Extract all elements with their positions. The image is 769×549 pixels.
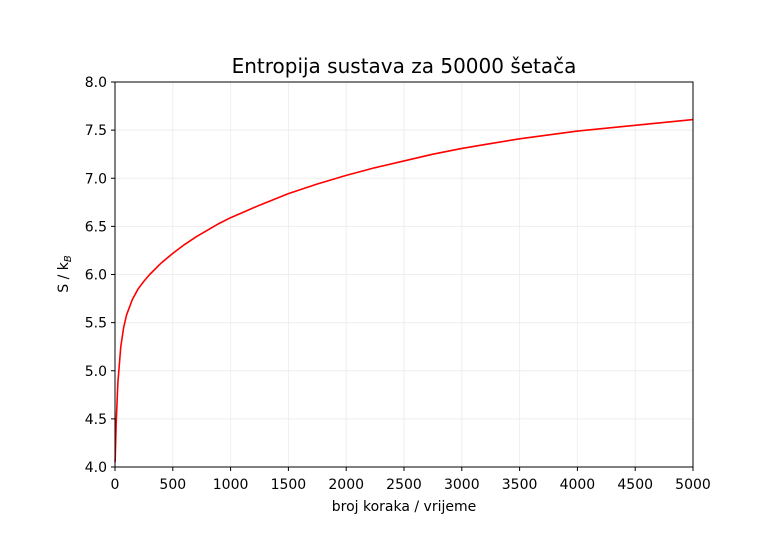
chart-title: Entropija sustava za 50000 šetača (232, 54, 577, 78)
ticks-group: 0 500 1000 1500 2000 2500 3000 3500 4000 4500 5000… (85, 75, 711, 493)
y-tick-label: 8.0 (85, 75, 107, 91)
y-tick-label: 6.5 (85, 219, 107, 235)
grid (114, 81, 694, 468)
entropy-series-line (114, 118, 694, 463)
x-tick-label: 3000 (444, 477, 480, 493)
y-axis-label-main: S / k (56, 261, 72, 293)
y-tick-label: 4.0 (85, 460, 107, 476)
y-axis-label: S / kB (56, 255, 74, 293)
y-tick-label: 5.0 (85, 364, 107, 380)
x-tick-label: 1000 (213, 477, 249, 493)
series-group (114, 118, 694, 463)
y-tick-label: 4.5 (85, 412, 107, 428)
y-tick-label: 7.5 (85, 123, 107, 139)
y-tick-label: 5.5 (85, 316, 107, 332)
x-tick-label: 5000 (675, 477, 711, 493)
x-tick-label: 0 (111, 477, 120, 493)
x-tick-label: 500 (159, 477, 186, 493)
x-tick-label: 2000 (328, 477, 364, 493)
x-tick-label: 4500 (617, 477, 653, 493)
x-tick-label: 1500 (271, 477, 307, 493)
x-tick-label: 3500 (502, 477, 538, 493)
x-tick-label: 4000 (560, 477, 596, 493)
y-axis-label-subscript: B (63, 255, 74, 262)
x-tick-label: 2500 (386, 477, 422, 493)
x-axis-label: broj koraka / vrijeme (332, 499, 477, 515)
y-tick-label: 6.0 (85, 268, 107, 284)
y-tick-label: 7.0 (85, 171, 107, 187)
